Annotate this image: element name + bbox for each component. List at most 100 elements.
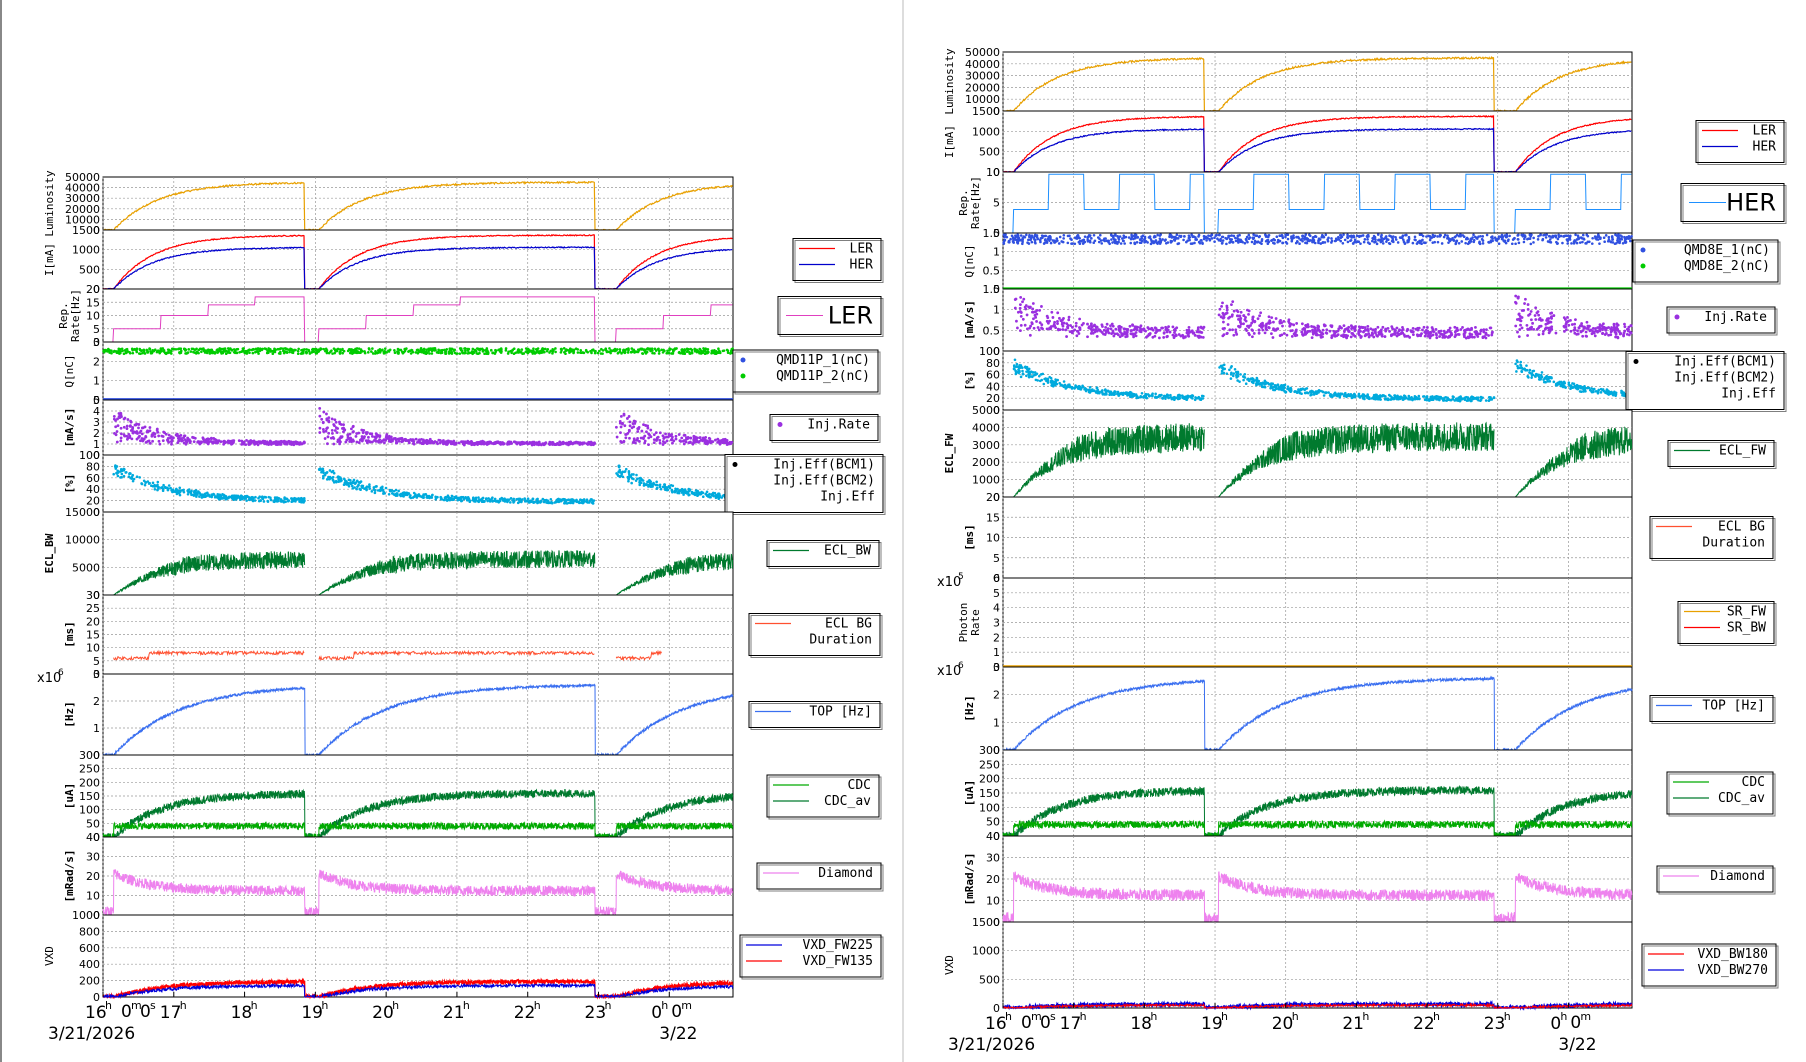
y-tick-label: 0 bbox=[993, 105, 1000, 118]
date-label-left: 3/21/2026 bbox=[48, 1024, 135, 1044]
inj-rate-point bbox=[640, 429, 644, 433]
charge-point bbox=[1420, 233, 1423, 237]
inj-rate-point bbox=[457, 441, 461, 445]
inj-rate-point bbox=[667, 434, 671, 437]
x-tick-extra: 0 bbox=[671, 1002, 682, 1022]
charge-point bbox=[296, 349, 300, 353]
inj-rate-point bbox=[1485, 328, 1488, 332]
y-tick-label: 0 bbox=[93, 283, 100, 296]
y-tick-label: 20 bbox=[86, 495, 100, 508]
charge-point bbox=[1586, 234, 1590, 238]
legend-box bbox=[1695, 120, 1785, 163]
inj-rate-point bbox=[1282, 332, 1286, 335]
charge-point bbox=[521, 352, 524, 356]
charge-point bbox=[1323, 241, 1327, 244]
inj-rate-point bbox=[628, 424, 632, 428]
charge-point bbox=[1232, 234, 1236, 238]
inj-eff-point bbox=[665, 486, 669, 490]
inj-rate-point bbox=[1544, 326, 1548, 330]
inj-rate-point bbox=[421, 440, 425, 444]
y-tick-label: 0 bbox=[93, 668, 100, 681]
charge-point bbox=[1346, 240, 1350, 244]
inj-rate-point bbox=[1053, 320, 1057, 324]
charge-point bbox=[540, 348, 544, 351]
charge-point bbox=[444, 350, 447, 354]
charge-point bbox=[1394, 238, 1398, 241]
charge-point bbox=[423, 351, 427, 355]
inj-rate-point bbox=[336, 427, 340, 430]
inj-rate-point bbox=[1288, 324, 1292, 327]
inj-rate-point bbox=[1015, 326, 1019, 330]
inj-eff-point bbox=[484, 497, 488, 500]
inj-rate-point bbox=[332, 442, 336, 446]
legend-shadow bbox=[768, 542, 882, 569]
charge-point bbox=[1495, 239, 1499, 242]
inj-eff-point bbox=[194, 492, 197, 496]
inj-eff-point bbox=[655, 480, 658, 484]
charge-point bbox=[1182, 238, 1185, 242]
inj-rate-point bbox=[614, 425, 618, 429]
legend-label: TOP [Hz] bbox=[809, 705, 872, 720]
charge-point bbox=[117, 351, 120, 355]
inj-rate-point bbox=[628, 436, 631, 440]
inj-rate-point bbox=[205, 440, 209, 444]
charge-point bbox=[1415, 242, 1419, 245]
inj-eff-point bbox=[297, 497, 300, 501]
y-tick-label: 300 bbox=[79, 749, 100, 762]
inj-eff-point bbox=[347, 484, 351, 488]
y-tick-label: 60 bbox=[86, 472, 100, 485]
legend: LER bbox=[777, 296, 884, 337]
inj-eff-point bbox=[150, 484, 153, 488]
charge-point bbox=[355, 347, 359, 350]
y-tick-label: 10 bbox=[86, 310, 100, 323]
y-tick-label: 0 bbox=[993, 227, 1000, 240]
her-current-line bbox=[1002, 127, 1632, 173]
y-tick-label: 80 bbox=[86, 460, 100, 473]
inj-eff-point bbox=[365, 488, 368, 492]
inj-eff-point bbox=[355, 479, 359, 483]
charge-point bbox=[609, 349, 613, 352]
charge-point bbox=[1564, 234, 1568, 238]
y-tick-label: 1 bbox=[93, 375, 100, 388]
inj-rate-point bbox=[131, 427, 135, 431]
inj-eff-point bbox=[480, 497, 484, 501]
charge-point bbox=[1346, 233, 1349, 237]
charge-point bbox=[243, 351, 247, 355]
y-tick-label: 10000 bbox=[965, 93, 1000, 106]
inj-eff-point bbox=[583, 499, 586, 503]
inj-eff-point bbox=[523, 497, 526, 500]
charge-point bbox=[1260, 242, 1263, 246]
panel-frame bbox=[102, 399, 734, 456]
charge-point bbox=[1257, 235, 1261, 239]
charge-point bbox=[1088, 235, 1091, 238]
inj-eff-point bbox=[565, 502, 569, 505]
charge-point bbox=[1062, 233, 1066, 237]
charge-point bbox=[122, 352, 126, 356]
inj-eff-point bbox=[262, 500, 266, 503]
inj-eff-point bbox=[322, 474, 325, 478]
inj-eff-point bbox=[143, 483, 147, 487]
inj-rate-point bbox=[1598, 323, 1602, 327]
charge-point bbox=[1273, 242, 1276, 245]
charge-point bbox=[1188, 238, 1191, 242]
inj-eff-point bbox=[535, 498, 538, 501]
charge-point bbox=[729, 349, 733, 353]
charge-point bbox=[1187, 236, 1191, 240]
charge-point bbox=[623, 351, 627, 355]
charge-point bbox=[213, 351, 217, 354]
inj-rate-point bbox=[338, 420, 341, 424]
inj-rate-point bbox=[1251, 335, 1254, 339]
charge-point bbox=[683, 348, 686, 351]
charge-point bbox=[466, 347, 469, 351]
inj-rate-point bbox=[694, 440, 698, 444]
charge-point bbox=[1532, 241, 1535, 244]
inj-eff-point bbox=[156, 480, 160, 484]
charge-point bbox=[261, 347, 264, 351]
inj-rate-point bbox=[1147, 327, 1151, 331]
charge-point bbox=[614, 349, 617, 353]
charge-point bbox=[1186, 239, 1189, 243]
charge-point bbox=[1442, 235, 1446, 239]
charge-point bbox=[572, 348, 576, 352]
charge-point bbox=[1436, 240, 1440, 244]
inj-eff-point bbox=[627, 479, 630, 483]
